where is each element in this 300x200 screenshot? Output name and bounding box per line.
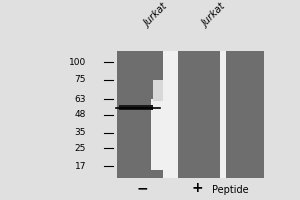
Text: 17: 17 [75, 162, 86, 171]
Bar [164, 51, 178, 178]
Text: 25: 25 [75, 144, 86, 153]
Text: Peptide: Peptide [212, 185, 249, 195]
Text: 100: 100 [69, 58, 86, 67]
Text: −: − [137, 181, 148, 195]
Bar [220, 51, 226, 178]
Bar [226, 51, 264, 178]
Text: 35: 35 [75, 128, 86, 137]
Text: 63: 63 [75, 95, 86, 104]
Text: +: + [192, 181, 203, 195]
Text: Jurkat: Jurkat [143, 2, 170, 29]
Bar [119, 105, 153, 110]
Bar [178, 51, 220, 178]
Text: Jurkat: Jurkat [201, 2, 228, 29]
Text: 48: 48 [75, 110, 86, 119]
Text: 75: 75 [75, 75, 86, 84]
Bar [153, 80, 164, 101]
Bar [117, 51, 164, 178]
Bar [152, 99, 164, 170]
Bar [117, 51, 264, 178]
